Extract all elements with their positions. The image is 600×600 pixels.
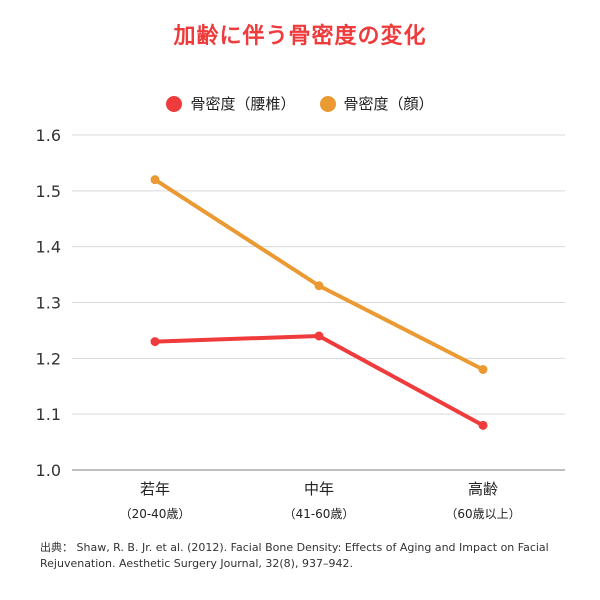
data-point-face bbox=[314, 281, 324, 291]
data-point-lumbar bbox=[150, 337, 160, 347]
y-tick-label: 1.4 bbox=[36, 238, 61, 257]
y-tick-label: 1.5 bbox=[36, 182, 61, 201]
y-tick-label: 1.1 bbox=[36, 405, 61, 424]
legend-dot-face bbox=[319, 95, 336, 112]
line-chart: 1.0 1.1 1.2 1.3 1.4 1.5 1.6 若年 （20-40歳） 中年 （41-60歳… bbox=[36, 126, 565, 521]
legend-item-lumbar: 骨密度（腰椎） bbox=[166, 93, 296, 114]
x-tick-label: 中年 bbox=[304, 480, 334, 498]
legend-dot-lumbar bbox=[166, 95, 183, 112]
data-point-lumbar bbox=[478, 420, 488, 430]
x-tick-label: 高齢 bbox=[468, 480, 498, 498]
legend-label-lumbar: 骨密度（腰椎） bbox=[190, 95, 296, 113]
data-point-face bbox=[150, 175, 160, 185]
legend-item-face: 骨密度（顔） bbox=[319, 93, 434, 114]
y-tick-label: 1.6 bbox=[36, 126, 61, 145]
x-tick-sublabel: （60歳以上） bbox=[445, 507, 520, 521]
legend-label-face: 骨密度（顔） bbox=[343, 95, 434, 113]
chart-title: 加齢に伴う骨密度の変化 bbox=[173, 24, 427, 49]
y-tick-label: 1.0 bbox=[36, 461, 61, 480]
series-line-lumbar bbox=[153, 334, 485, 428]
x-tick-sublabel: （41-60歳） bbox=[284, 507, 355, 521]
x-tick-label: 若年 bbox=[140, 480, 170, 498]
data-point-lumbar bbox=[314, 331, 324, 341]
data-point-face bbox=[478, 365, 488, 374]
y-tick-label: 1.3 bbox=[36, 294, 61, 313]
legend: 骨密度（腰椎） 骨密度（顔） bbox=[0, 93, 600, 114]
y-tick-label: 1.2 bbox=[36, 349, 61, 368]
x-tick-sublabel: （20-40歳） bbox=[120, 507, 191, 521]
source-citation: 出典： Shaw, R. B. Jr. et al. (2012). Facia… bbox=[40, 541, 549, 570]
